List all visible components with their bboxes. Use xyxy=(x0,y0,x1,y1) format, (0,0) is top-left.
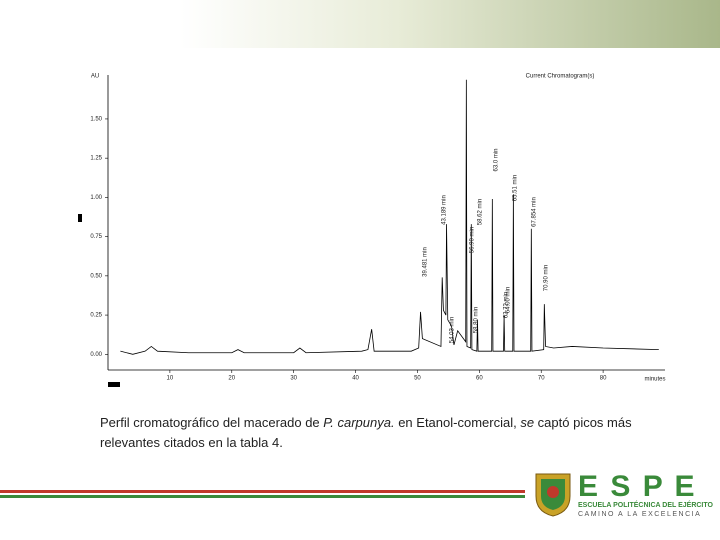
chart-title: Current Chromatogram(s) xyxy=(526,74,595,80)
chart: Current Chromatogram(s) AU minutes 0.00 0… xyxy=(78,70,671,400)
logo-name: E S P E xyxy=(578,470,697,503)
peak-label: 56.90 min xyxy=(470,227,476,253)
x-axis-label: minutes xyxy=(644,377,665,383)
caption-text: Perfil cromatográfico del macerado de xyxy=(100,415,324,430)
caption: Perfil cromatográfico del macerado de P.… xyxy=(100,413,640,453)
peak-label: 54.03 min xyxy=(450,317,456,343)
y-tick-label: 1.00 xyxy=(90,195,102,201)
peak-label: 62.72 min xyxy=(504,292,510,318)
logo-emblem xyxy=(535,473,571,517)
green-line xyxy=(0,495,525,498)
x-tick-label: 70 xyxy=(538,376,545,382)
header-band xyxy=(0,0,720,48)
x-tick-label: 10 xyxy=(167,376,174,382)
x-tick-label: 50 xyxy=(414,376,421,382)
caption-italic: P. carpunya. xyxy=(323,415,395,430)
peak-label: 67.854 min xyxy=(532,197,538,227)
y-tick-label: 0.50 xyxy=(90,273,102,279)
peak-label: 70.90 min xyxy=(544,265,550,291)
peak-label: 58.62 min xyxy=(478,199,484,225)
peak-label: 64.00 min xyxy=(506,287,512,313)
y-tick-label: 0.25 xyxy=(90,313,102,319)
chromatogram-line xyxy=(120,79,659,355)
red-line xyxy=(0,490,525,493)
shield-center xyxy=(547,486,559,498)
peak-label: 63.0 min xyxy=(494,148,500,171)
peak-label: 65.51 min xyxy=(513,175,519,201)
x-tick-label: 60 xyxy=(476,376,483,382)
y-tick-label: 0.75 xyxy=(90,234,102,240)
peak-label: 43.189 min xyxy=(442,195,448,225)
y-tick-label: 1.25 xyxy=(90,156,102,162)
caption-text: en Etanol-comercial, xyxy=(394,415,521,430)
logo-motto: CAMINO A LA EXCELENCIA xyxy=(578,511,702,518)
marker xyxy=(108,382,120,387)
caption-text: captó picos más relevantes citados en la… xyxy=(100,415,632,450)
footer-lines xyxy=(0,490,525,498)
x-tick-label: 80 xyxy=(600,376,607,382)
marker xyxy=(78,214,82,222)
x-tick-label: 40 xyxy=(352,376,359,382)
peak-label: 58.80 min xyxy=(474,307,480,333)
x-tick-label: 20 xyxy=(228,376,235,382)
chart-frame xyxy=(81,70,671,400)
y-axis-label: AU xyxy=(91,74,99,80)
y-tick-label: 0.00 xyxy=(90,352,102,358)
y-tick-label: 1.50 xyxy=(90,117,102,123)
x-tick-label: 30 xyxy=(290,376,297,382)
peak-label: 39.481 min xyxy=(423,247,429,277)
logo-school: ESCUELA POLITÉCNICA DEL EJÉRCITO xyxy=(578,502,713,509)
caption-italic: se xyxy=(520,415,535,430)
